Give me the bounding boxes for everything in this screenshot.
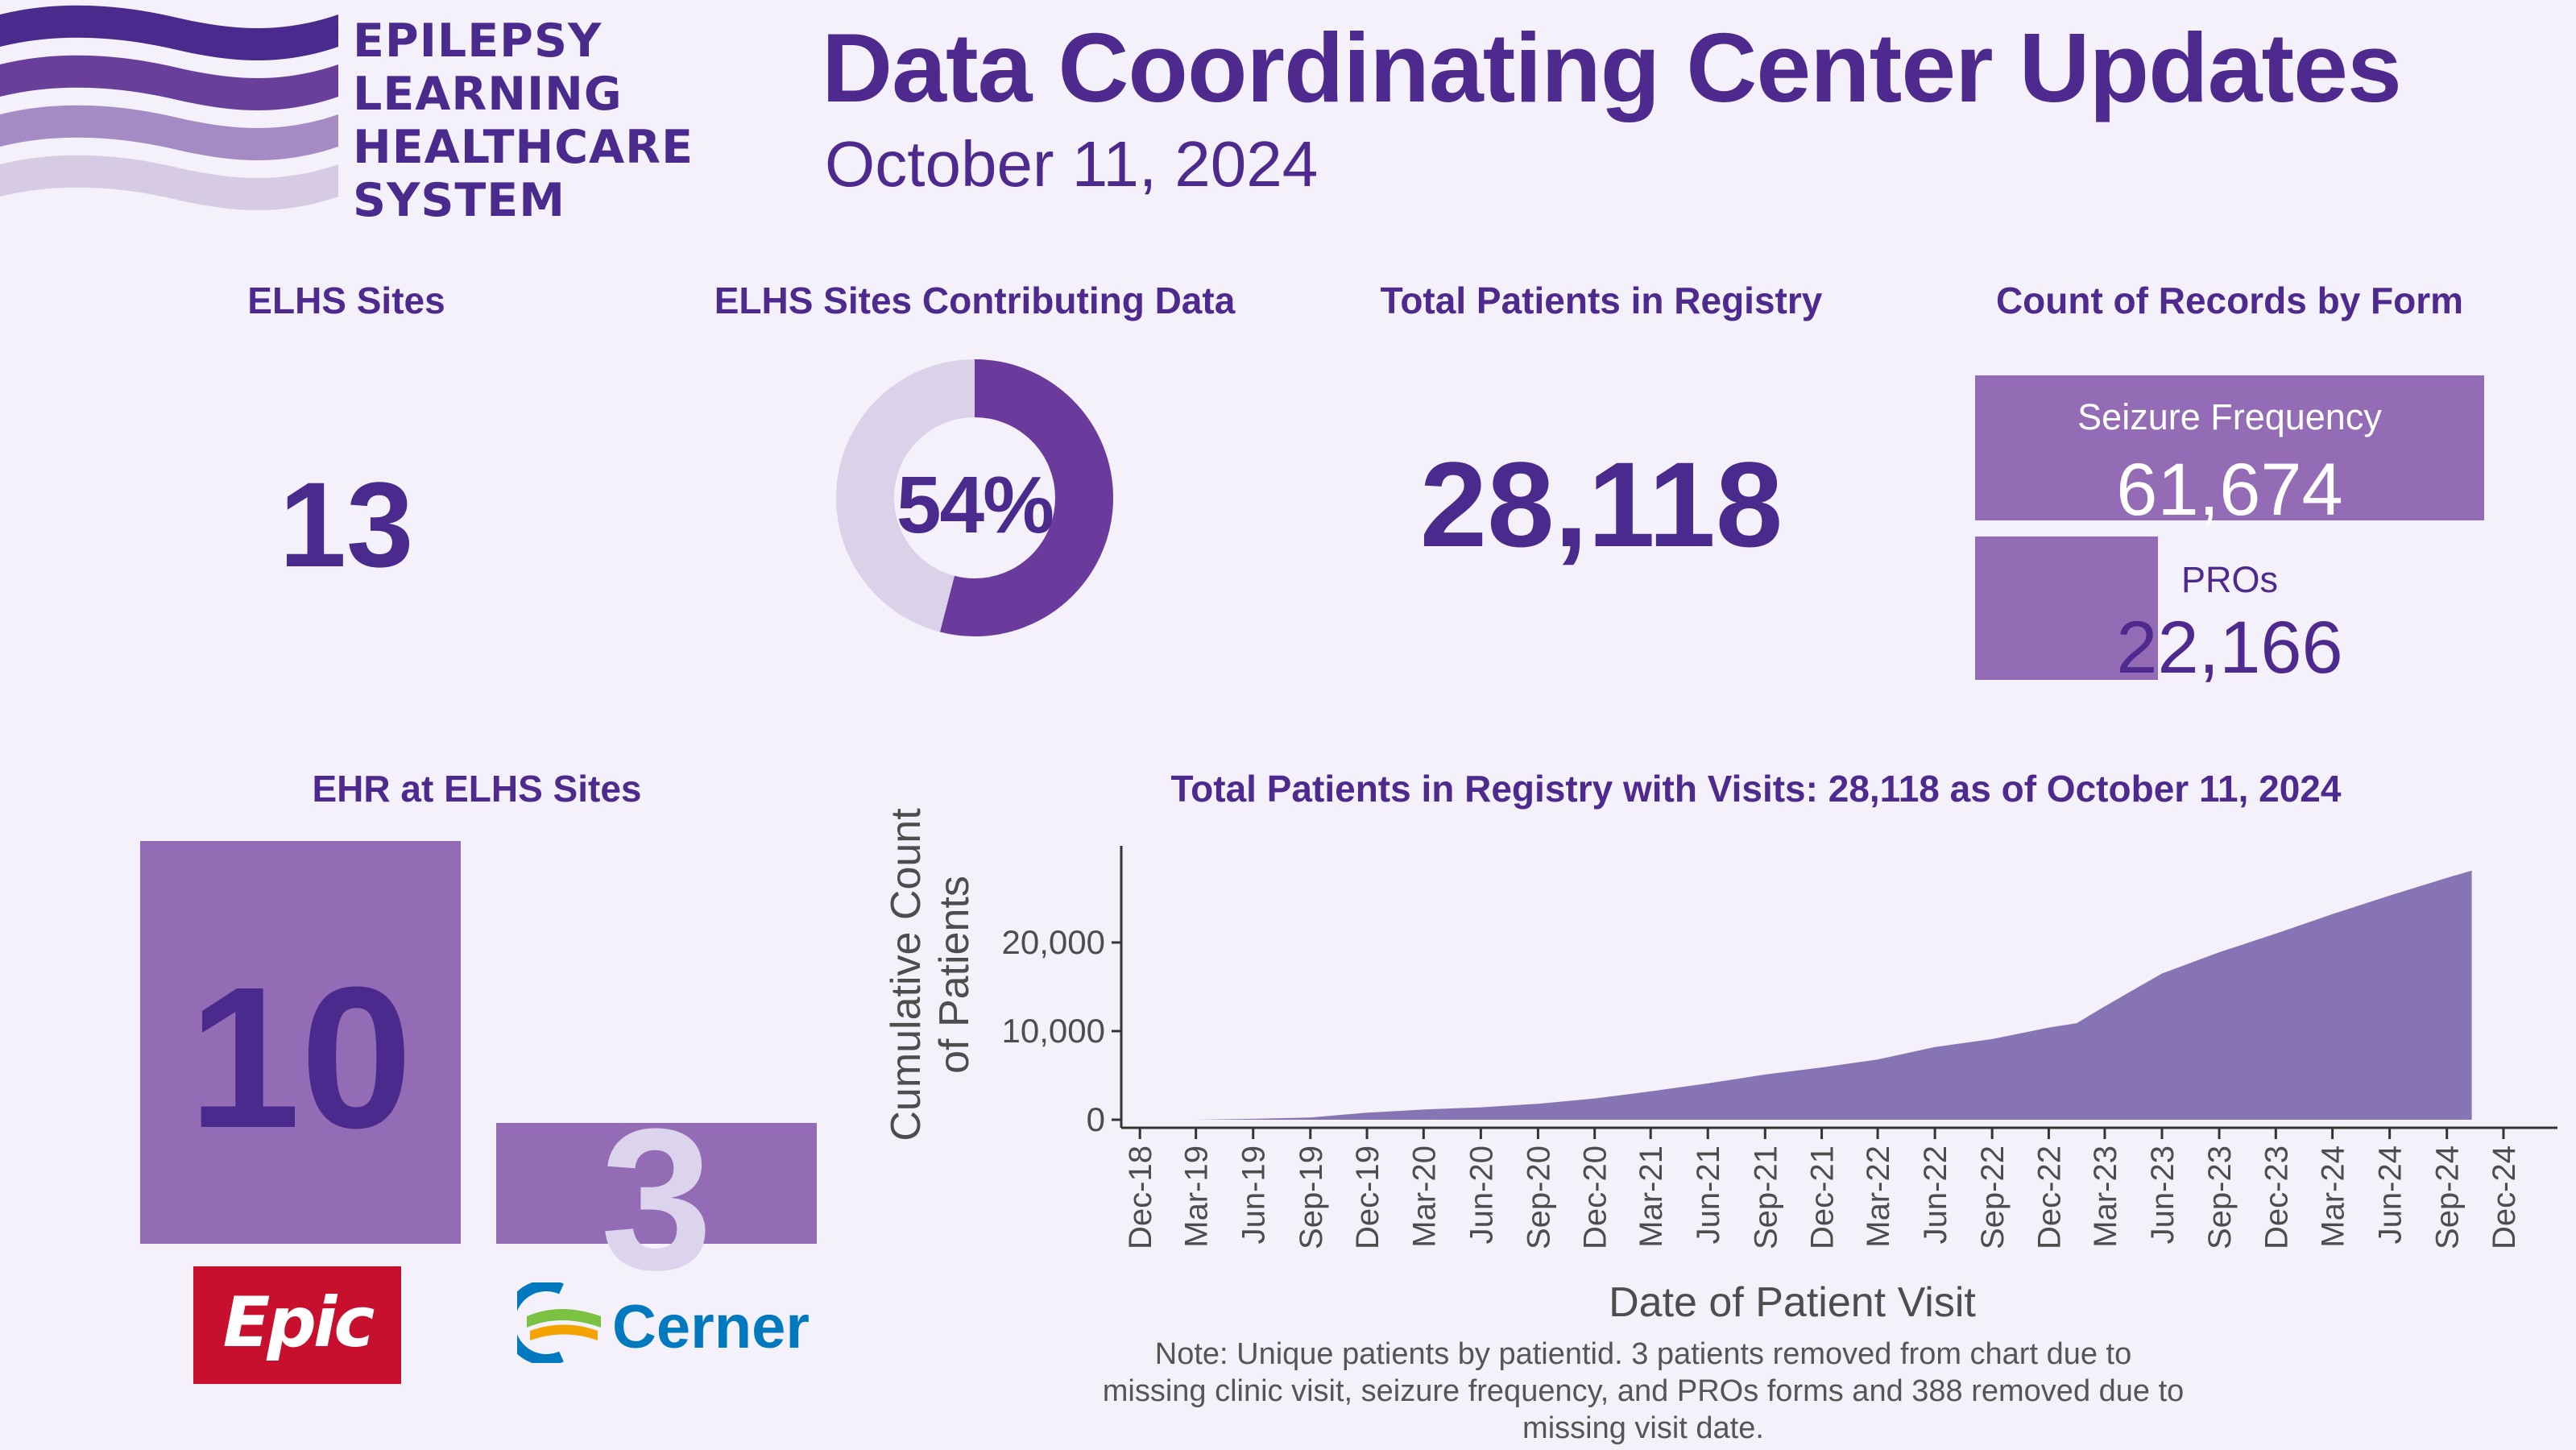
x-tick-label: Mar-19 <box>1179 1146 1215 1248</box>
chart-note: Note: Unique patients by patientid. 3 pa… <box>1102 1337 2185 1445</box>
logo-wordmark: EPILEPSY LEARNING HEALTHCARE SYSTEM <box>353 14 772 227</box>
cerner-logo-icon <box>517 1282 601 1363</box>
x-tick-label: Sep-22 <box>1975 1146 2011 1249</box>
logo-line: EPILEPSY <box>353 14 603 68</box>
form-value-seizure-frequency: 61,674 <box>2116 449 2343 531</box>
x-tick-label: Jun-19 <box>1236 1146 1272 1244</box>
patients-value: 28,118 <box>1419 437 1783 572</box>
sites-title: ELHS Sites <box>247 280 445 321</box>
x-axis-title: Date of Patient Visit <box>1609 1279 1976 1326</box>
x-tick-label: Jun-21 <box>1691 1146 1726 1244</box>
x-tick-label: Mar-24 <box>2316 1146 2351 1248</box>
registry-area-chart: Total Patients in Registry with Visits: … <box>883 768 2557 1326</box>
y-tick-label: 0 <box>1087 1100 1105 1138</box>
epic-logo: Epic <box>193 1266 401 1384</box>
y-axis-title: Cumulative Count <box>883 808 930 1141</box>
patients-title: Total Patients in Registry <box>1380 280 1823 321</box>
ehr-value-cerner: 3 <box>600 1087 713 1311</box>
ehr-value-epic: 10 <box>188 945 413 1170</box>
x-tick-label: Jun-24 <box>2373 1146 2408 1244</box>
x-tick-label: Mar-22 <box>1861 1146 1896 1248</box>
cerner-logo-text: Cerner <box>612 1293 810 1361</box>
contributing-value: 54% <box>896 460 1054 550</box>
x-tick-label: Sep-20 <box>1521 1146 1556 1249</box>
logo-line: LEARNING <box>353 68 623 121</box>
x-tick-label: Mar-23 <box>2088 1146 2123 1248</box>
y-tick-label: 10,000 <box>1002 1012 1105 1050</box>
page-title: Data Coordinating Center Updates <box>822 13 2402 122</box>
x-tick-label: Sep-19 <box>1294 1146 1329 1249</box>
x-tick-label: Dec-23 <box>2259 1146 2294 1249</box>
x-tick-label: Jun-23 <box>2145 1146 2180 1244</box>
x-tick-label: Mar-20 <box>1406 1146 1442 1248</box>
sites-value: 13 <box>279 457 414 592</box>
area-series <box>1195 870 2472 1120</box>
y-axis-title: of Patients <box>931 876 978 1074</box>
donut-segment <box>836 359 1113 636</box>
ehr-bar-epic <box>140 841 461 1244</box>
ehr-title: EHR at ELHS Sites <box>312 768 642 810</box>
x-tick-label: Dec-20 <box>1578 1146 1613 1249</box>
chart-plot-area: 0 10,000 20,000 Dec-18 Mar-19 Jun-19 Sep-19 Dec… <box>883 808 2557 1326</box>
x-tick-label: Sep-24 <box>2430 1146 2466 1249</box>
form-bar-pros <box>1975 536 2159 680</box>
y-tick-label: 20,000 <box>1002 923 1105 961</box>
form-bar-seizure-frequency <box>1975 375 2484 520</box>
records-title: Count of Records by Form <box>1995 280 2464 321</box>
x-tick-label: Jun-20 <box>1464 1146 1499 1244</box>
logo-line: HEALTHCARE <box>353 121 694 174</box>
x-tick-label: Dec-18 <box>1123 1146 1158 1249</box>
chart-title: Total Patients in Registry with Visits: … <box>1171 768 2342 810</box>
x-tick-label: Sep-21 <box>1748 1146 1783 1249</box>
contributing-donut <box>836 359 1113 636</box>
form-label-seizure-frequency: Seizure Frequency <box>2077 396 2382 437</box>
logo-line: SYSTEM <box>353 174 565 227</box>
x-tick-label: Mar-21 <box>1634 1146 1669 1248</box>
form-label-pros: PROs <box>2180 559 2279 600</box>
x-tick-label: Jun-22 <box>1918 1146 1953 1244</box>
x-tick-label: Sep-23 <box>2202 1146 2238 1249</box>
x-tick-label: Dec-19 <box>1350 1146 1385 1249</box>
epic-logo-text: Epic <box>222 1282 375 1363</box>
logo-waves <box>0 5 338 210</box>
x-tick-label: Dec-24 <box>2487 1146 2522 1249</box>
page-date: October 11, 2024 <box>825 128 1319 200</box>
ehr-bar-cerner <box>496 1123 817 1244</box>
form-value-pros: 22,166 <box>2116 607 2343 689</box>
x-tick-label: Dec-21 <box>1805 1146 1841 1249</box>
contributing-title: ELHS Sites Contributing Data <box>714 280 1236 321</box>
x-tick-label: Dec-22 <box>2031 1146 2067 1249</box>
